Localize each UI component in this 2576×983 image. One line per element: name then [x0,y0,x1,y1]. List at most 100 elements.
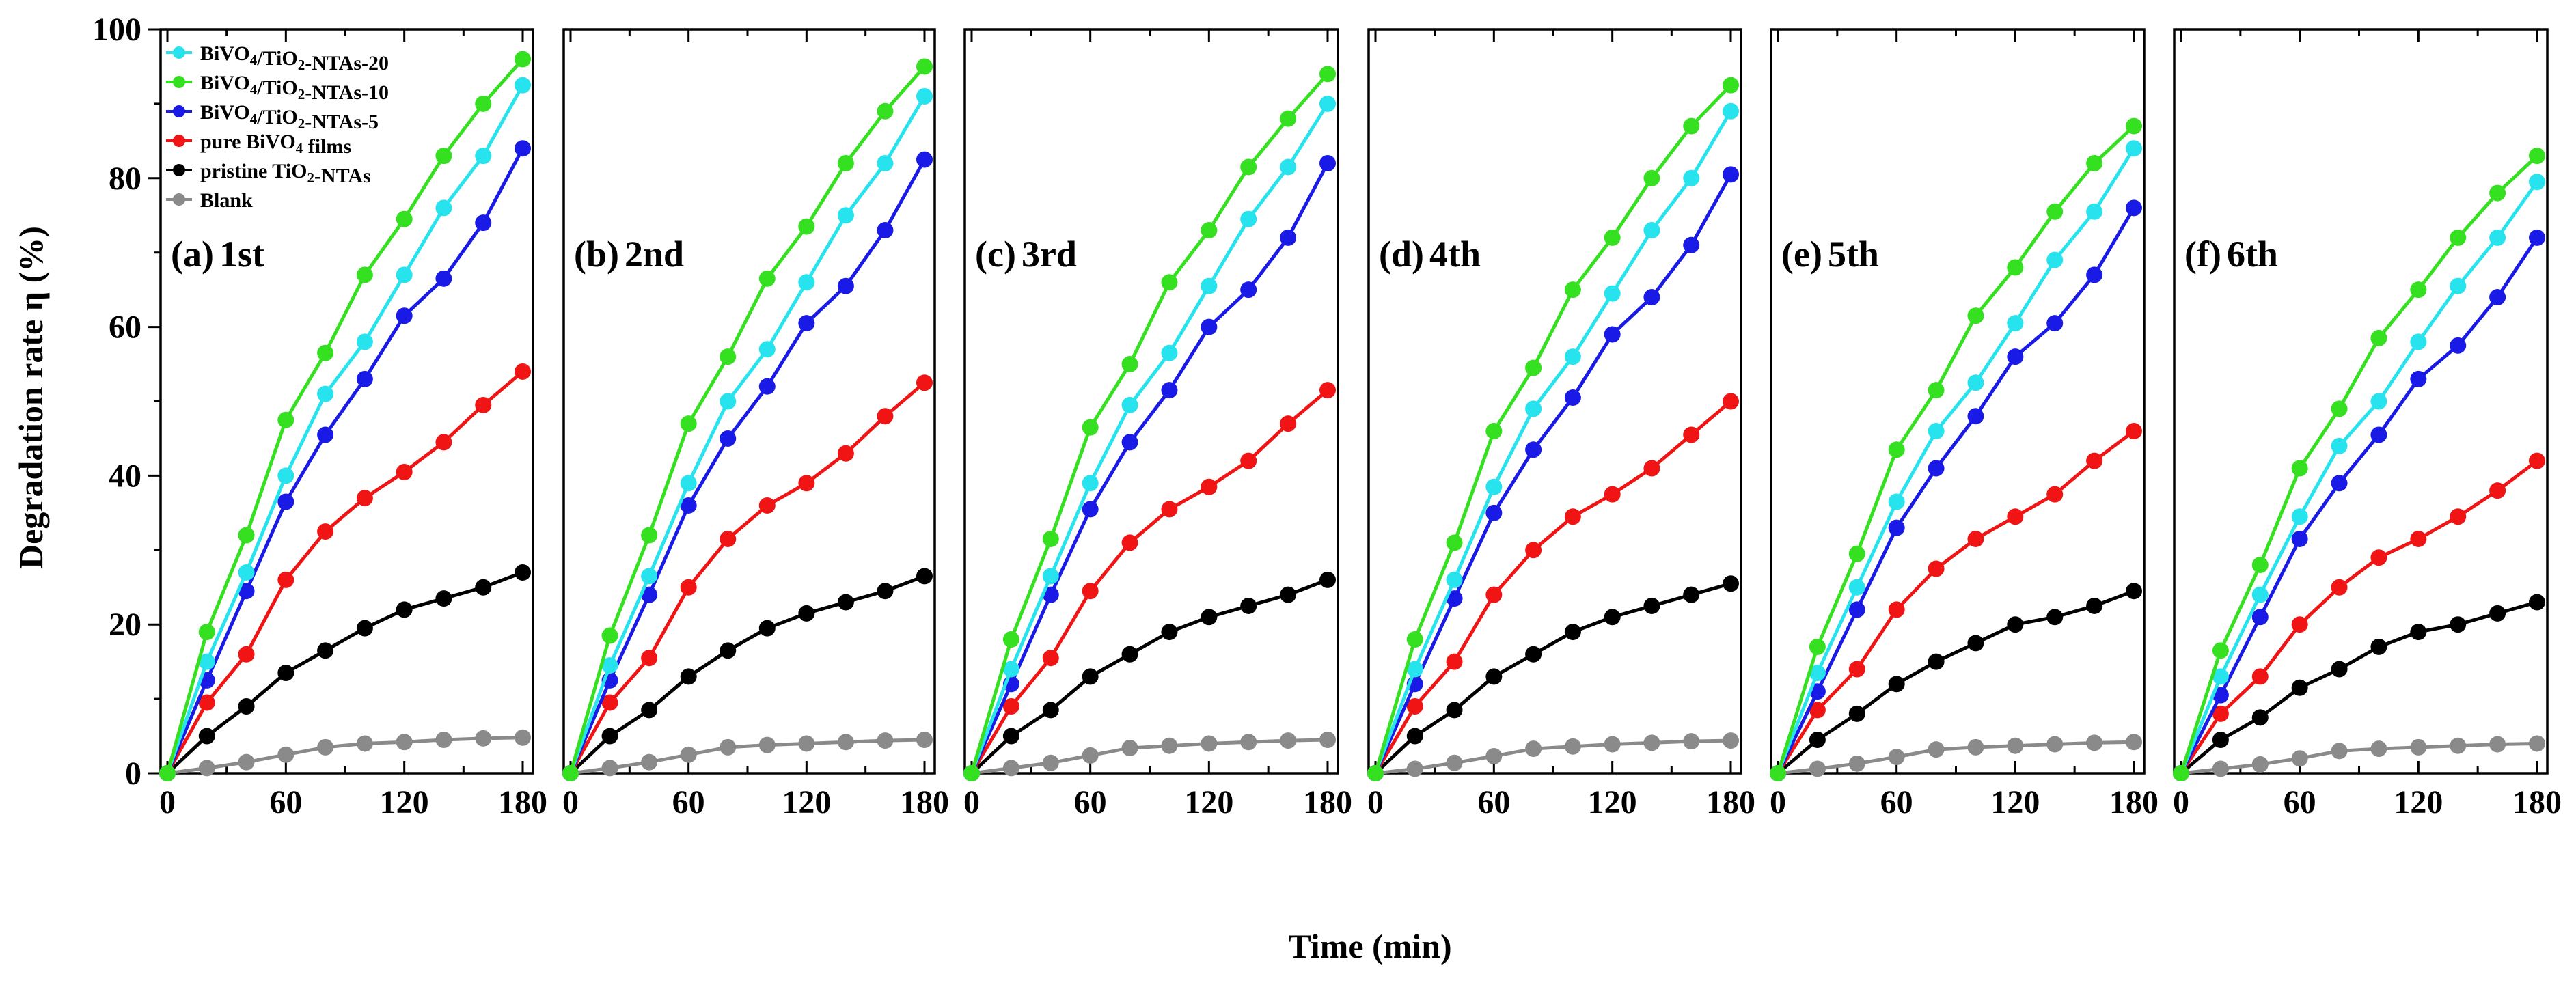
data-point [601,657,618,674]
data-point [1161,737,1178,754]
y-tick-label: 20 [109,607,141,643]
data-point [515,77,531,94]
data-point [641,527,658,544]
data-point [720,738,737,756]
legend-marker [173,105,185,117]
y-tick-label: 40 [109,458,141,494]
data-point [1446,702,1463,719]
data-point [1319,95,1336,112]
data-point [1683,586,1700,603]
data-point [2291,508,2308,525]
data-point [238,583,255,600]
data-point [1770,765,1786,781]
data-point [2251,756,2269,773]
data-point [798,605,815,622]
data-point [1809,638,1826,655]
data-point [837,207,854,224]
x-tick-label: 0 [963,784,980,820]
data-point [317,426,334,443]
legend-label: pure BiVO4 films [200,130,351,158]
series-line [971,738,1328,775]
data-point [641,568,658,585]
data-point [475,730,492,747]
data-point [356,620,373,637]
series-line [165,370,524,775]
data-point [1161,382,1178,399]
data-point [2007,508,2024,525]
data-point [515,729,531,746]
series-line [1373,174,1733,775]
data-point [877,732,894,749]
data-point [435,590,452,607]
data-point [2489,229,2506,246]
data-point [1121,434,1138,451]
data-point [2291,530,2308,547]
series-line [1373,110,1733,774]
data-point [1446,534,1463,551]
x-tick-label: 0 [1367,784,1384,820]
series-pure BiVO4 films [562,374,933,781]
data-point [2212,642,2229,659]
data-point [2291,460,2308,477]
series-pristine TiO2-NTAs [159,564,531,781]
data-point [916,88,933,105]
data-point [2212,760,2229,777]
data-point [2086,155,2103,172]
x-tick-label: 60 [2284,784,2316,820]
series-line [1374,581,1731,775]
data-point [2007,616,2024,633]
x-tick-label: 0 [2173,784,2189,820]
legend-label: BiVO4/TiO2-NTAs-20 [200,42,389,74]
data-point [2126,199,2142,217]
data-point [1002,760,1019,777]
data-point [1967,738,1984,756]
data-point [1082,501,1099,518]
data-point [798,218,815,235]
data-point [1240,281,1257,299]
data-point [1280,732,1297,749]
data-point [159,765,176,781]
data-point [1967,635,1984,652]
data-point [1723,77,1739,94]
data-point [1888,441,1905,458]
data-point [1525,441,1542,458]
data-point [601,760,618,777]
data-point [916,151,933,168]
data-point [1848,545,1865,562]
data-point [1604,736,1621,753]
panel-label: (b) 2nd [574,234,684,275]
data-point [1367,765,1384,781]
panel-d: 0 60 120 180 (d) 4th [1367,28,1755,820]
series-BiVO4/TiO2-NTAs-5 [2173,229,2545,781]
data-point [2086,734,2103,751]
data-point [720,348,737,365]
x-tick-label: 120 [380,784,429,820]
data-point [1485,478,1503,495]
data-point [2450,277,2467,294]
data-point [238,753,255,771]
data-point [2410,370,2427,387]
data-point [1161,274,1178,291]
series-Blank [562,731,933,781]
data-point [2370,740,2387,758]
legend-item: pure BiVO4 films [166,130,351,158]
legend-item: pristine TiO2-NTAs [166,160,371,187]
data-point [601,694,618,711]
series-line [2179,180,2539,774]
data-point [515,363,531,380]
data-point [1928,653,1945,670]
x-tick-label: 120 [1184,784,1233,820]
data-point [2410,281,2427,299]
data-point [1319,66,1336,83]
data-point [1723,575,1739,592]
data-point [1643,289,1660,306]
series-line [568,158,927,774]
data-point [2126,734,2142,751]
data-point [1042,702,1059,719]
data-point [2007,348,2024,365]
data-point [2173,765,2189,781]
series-line [970,389,1329,775]
data-point [198,624,215,641]
data-point [1121,739,1138,756]
series-BiVO4/TiO2-NTAs-5 [1770,199,2142,781]
